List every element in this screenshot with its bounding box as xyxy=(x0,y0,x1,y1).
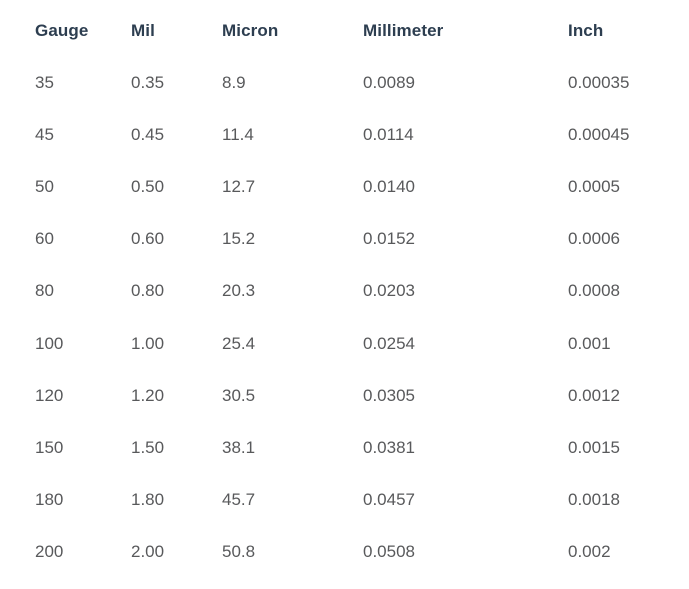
table-row: 80 0.80 20.3 0.0203 0.0008 xyxy=(0,265,689,317)
column-header-inch: Inch xyxy=(568,21,604,40)
cell-mil: 1.50 xyxy=(131,437,165,457)
cell-micron: 11.4 xyxy=(222,125,254,145)
cell-mil: 0.45 xyxy=(131,125,165,145)
cell-micron: 20.3 xyxy=(222,281,256,301)
cell-inch: 0.00045 xyxy=(568,125,630,145)
cell-micron: 25.4 xyxy=(222,333,256,353)
table-row: 200 2.00 50.8 0.0508 0.002 xyxy=(0,526,689,578)
table-row: 60 0.60 15.2 0.0152 0.0006 xyxy=(0,213,689,265)
table-row: 120 1.20 30.5 0.0305 0.0012 xyxy=(0,370,689,422)
cell-gauge: 150 xyxy=(35,437,64,457)
column-header-micron: Micron xyxy=(222,21,279,40)
cell-micron: 50.8 xyxy=(222,541,256,561)
column-header-gauge: Gauge xyxy=(35,21,89,40)
cell-millimeter: 0.0508 xyxy=(363,541,415,561)
table-row: 50 0.50 12.7 0.0140 0.0005 xyxy=(0,161,689,213)
cell-millimeter: 0.0089 xyxy=(363,73,415,93)
table-header-row: Gauge Mil Micron Millimeter Inch xyxy=(0,5,689,57)
cell-mil: 0.35 xyxy=(131,73,165,93)
cell-micron: 8.9 xyxy=(222,73,246,93)
cell-mil: 0.60 xyxy=(131,229,165,249)
cell-millimeter: 0.0152 xyxy=(363,229,415,249)
cell-mil: 1.20 xyxy=(131,385,165,405)
cell-micron: 12.7 xyxy=(222,177,256,197)
cell-mil: 0.50 xyxy=(131,177,165,197)
cell-inch: 0.0018 xyxy=(568,489,620,509)
cell-inch: 0.002 xyxy=(568,541,611,561)
cell-inch: 0.0005 xyxy=(568,177,620,197)
cell-gauge: 120 xyxy=(35,385,64,405)
cell-inch: 0.0006 xyxy=(568,229,620,249)
cell-millimeter: 0.0381 xyxy=(363,437,415,457)
gauge-conversion-table: Gauge Mil Micron Millimeter Inch 35 0.35… xyxy=(0,5,689,578)
cell-gauge: 60 xyxy=(35,229,54,249)
conversion-table-container: Gauge Mil Micron Millimeter Inch 35 0.35… xyxy=(0,5,689,578)
cell-micron: 38.1 xyxy=(222,437,256,457)
cell-inch: 0.001 xyxy=(568,333,611,353)
cell-inch: 0.00035 xyxy=(568,73,630,93)
cell-mil: 2.00 xyxy=(131,541,165,561)
cell-inch: 0.0015 xyxy=(568,437,620,457)
table-row: 35 0.35 8.9 0.0089 0.00035 xyxy=(0,57,689,109)
cell-micron: 45.7 xyxy=(222,489,256,509)
cell-gauge: 45 xyxy=(35,125,54,145)
cell-inch: 0.0008 xyxy=(568,281,620,301)
cell-mil: 0.80 xyxy=(131,281,165,301)
table-row: 100 1.00 25.4 0.0254 0.001 xyxy=(0,317,689,369)
cell-millimeter: 0.0140 xyxy=(363,177,415,197)
cell-micron: 15.2 xyxy=(222,229,256,249)
table-row: 150 1.50 38.1 0.0381 0.0015 xyxy=(0,422,689,474)
cell-mil: 1.00 xyxy=(131,333,165,353)
cell-micron: 30.5 xyxy=(222,385,256,405)
cell-gauge: 180 xyxy=(35,489,64,509)
table-row: 180 1.80 45.7 0.0457 0.0018 xyxy=(0,474,689,526)
cell-gauge: 200 xyxy=(35,541,64,561)
cell-millimeter: 0.0114 xyxy=(363,125,414,145)
cell-mil: 1.80 xyxy=(131,489,165,509)
cell-gauge: 100 xyxy=(35,333,64,353)
cell-millimeter: 0.0254 xyxy=(363,333,415,353)
cell-gauge: 80 xyxy=(35,281,54,301)
cell-millimeter: 0.0305 xyxy=(363,385,415,405)
cell-gauge: 35 xyxy=(35,73,54,93)
cell-inch: 0.0012 xyxy=(568,385,620,405)
cell-gauge: 50 xyxy=(35,177,54,197)
column-header-mil: Mil xyxy=(131,21,155,40)
column-header-millimeter: Millimeter xyxy=(363,21,444,40)
cell-millimeter: 0.0457 xyxy=(363,489,415,509)
table-row: 45 0.45 11.4 0.0114 0.00045 xyxy=(0,109,689,161)
cell-millimeter: 0.0203 xyxy=(363,281,415,301)
